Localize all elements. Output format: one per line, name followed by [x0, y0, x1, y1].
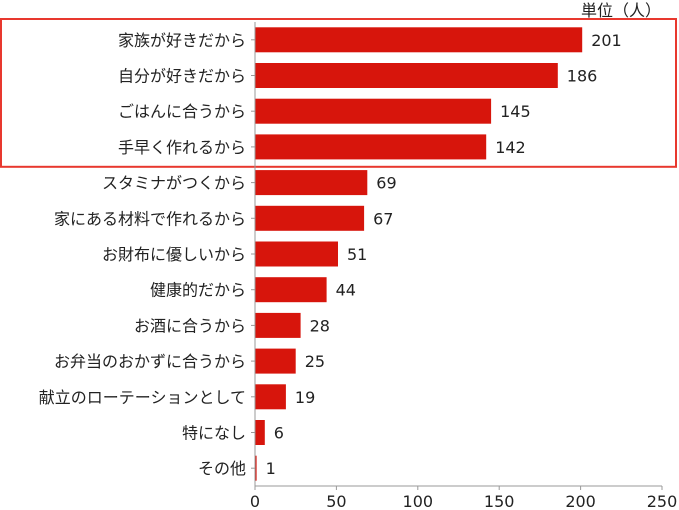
x-tick-label: 150	[484, 492, 515, 510]
category-label: 健康的だから	[150, 281, 246, 300]
x-tick-label: 100	[403, 492, 434, 510]
x-tick-label: 0	[250, 492, 260, 510]
x-tick-label: 50	[326, 492, 346, 510]
category-label: 献立のローテーションとして	[39, 388, 246, 407]
value-label: 28	[310, 316, 330, 335]
value-label: 145	[500, 102, 531, 121]
bar-6	[255, 205, 365, 231]
value-label: 186	[567, 67, 598, 86]
value-label: 67	[373, 209, 393, 228]
category-label: 特になし	[182, 424, 246, 443]
value-label: 201	[591, 31, 622, 50]
x-tick-label: 250	[647, 492, 678, 510]
value-label: 1	[266, 459, 276, 478]
bar-1	[255, 27, 583, 53]
bar-5	[255, 170, 368, 196]
highlight-box	[0, 18, 677, 168]
x-tick-label: 200	[565, 492, 596, 510]
bar-10	[255, 348, 296, 374]
category-label: お酒に合うから	[134, 316, 246, 335]
category-label: お弁当のおかずに合うから	[54, 352, 246, 371]
category-label: ごはんに合うから	[118, 102, 246, 121]
bar-11	[255, 384, 286, 410]
bar-7	[255, 241, 338, 267]
bar-12	[255, 420, 265, 445]
bar-2	[255, 63, 558, 88]
value-label: 51	[347, 245, 367, 264]
value-label: 142	[495, 138, 526, 157]
category-label: 家にある材料で作れるから	[54, 209, 246, 228]
bar-8	[255, 277, 327, 303]
bar-9	[255, 312, 301, 338]
category-label: スタミナがつくから	[102, 174, 246, 193]
value-label: 6	[274, 424, 284, 443]
value-label: 69	[376, 174, 396, 193]
bar-13	[255, 455, 257, 481]
category-label: その他	[198, 459, 246, 478]
unit-label: 単位（人）	[581, 1, 661, 20]
category-label: お財布に優しいから	[102, 245, 246, 264]
category-label: 自分が好きだから	[118, 67, 246, 86]
category-label: 手早く作れるから	[118, 138, 246, 157]
value-label: 25	[305, 352, 325, 371]
bar-4	[255, 134, 487, 160]
bar-3	[255, 98, 492, 124]
value-label: 44	[336, 281, 356, 300]
value-label: 19	[295, 388, 315, 407]
category-label: 家族が好きだから	[118, 31, 246, 50]
